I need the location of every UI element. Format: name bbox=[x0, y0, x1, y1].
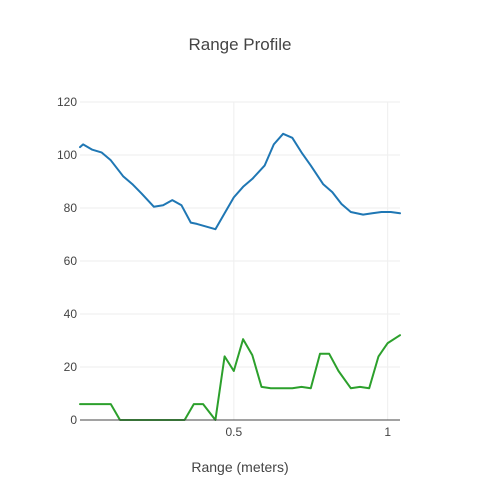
y-tick-label: 20 bbox=[64, 360, 78, 374]
y-tick-label: 100 bbox=[57, 148, 77, 162]
y-tick-label: 80 bbox=[64, 201, 78, 215]
series-line-2 bbox=[79, 334, 401, 421]
y-tick-label: 40 bbox=[64, 307, 78, 321]
chart-title: Range Profile bbox=[188, 35, 291, 54]
y-tick-label: 120 bbox=[57, 95, 77, 109]
y-tick-label: 0 bbox=[70, 413, 77, 427]
grid bbox=[80, 101, 400, 420]
x-tick-label: 1 bbox=[384, 425, 391, 439]
x-tick-label: 0.5 bbox=[226, 425, 243, 439]
axes: 0 20 40 60 80 100 120 0.5 1 bbox=[57, 95, 400, 439]
x-axis-title: Range (meters) bbox=[191, 459, 288, 475]
series-group bbox=[79, 132, 401, 421]
y-tick-label: 60 bbox=[64, 254, 78, 268]
series-line-1 bbox=[79, 132, 401, 231]
